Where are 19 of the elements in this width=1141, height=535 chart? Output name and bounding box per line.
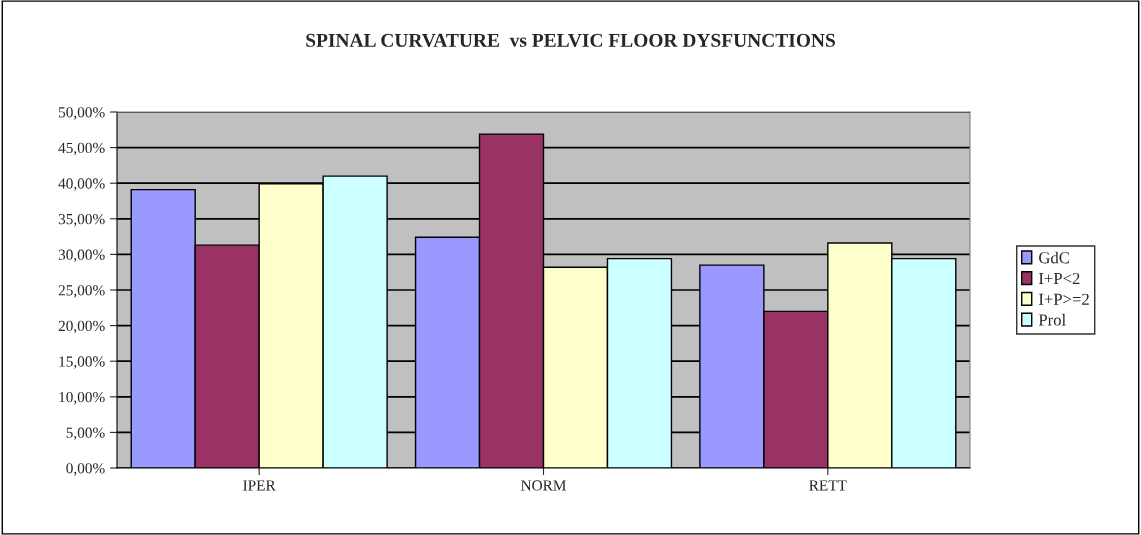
legend-label: I+P<2 [1038,272,1080,284]
y-tick-label: 35,00% [58,213,105,227]
y-tick-label: 10,00% [59,391,105,405]
legend-label: GdC [1039,251,1069,264]
y-tick-label: 15,00% [59,356,105,369]
legend-label: Prol [1038,313,1066,326]
y-tick-label: 50,00% [58,107,105,120]
y-tick-label: 5,00% [66,427,105,441]
chart-title: SPINAL CURVATURE vs PELVIC FLOOR DYSFUNCTIONS [306,33,835,47]
x-tick-label: RETT [809,480,847,491]
y-tick-label: 40,00% [58,178,105,191]
x-tick-label: IPER [243,480,276,491]
x-tick-label: NORM [521,480,566,491]
y-tick-label: 45,00% [58,142,105,156]
legend-label: I+P>=2 [1038,293,1089,305]
y-tick-label: 0,00% [66,463,105,476]
y-tick-label: 30,00% [58,249,105,263]
y-tick-label: 20,00% [58,320,105,334]
y-tick-label: 25,00% [58,285,105,298]
